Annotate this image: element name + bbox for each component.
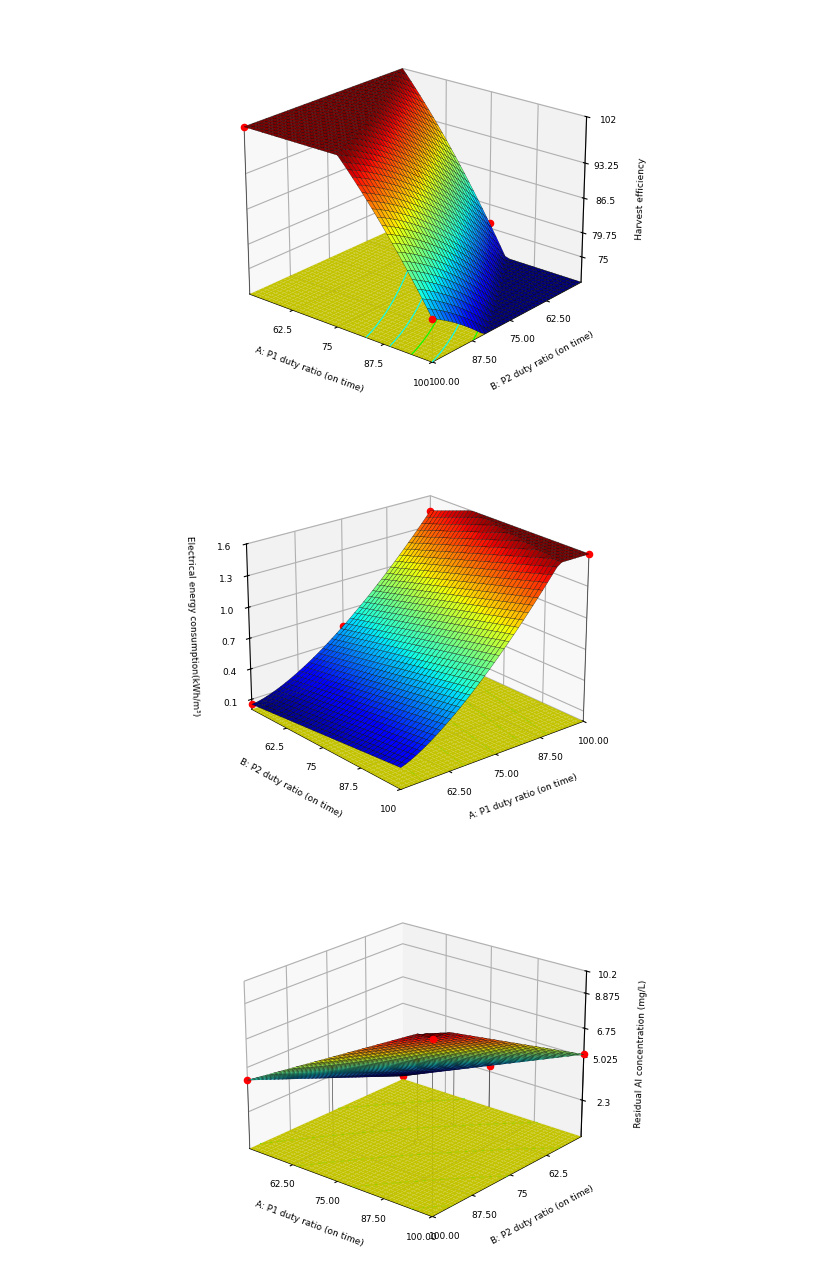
X-axis label: A: P1 duty ratio (on time): A: P1 duty ratio (on time) bbox=[254, 346, 365, 395]
Y-axis label: B: P2 duty ratio (on time): B: P2 duty ratio (on time) bbox=[491, 1184, 596, 1246]
Y-axis label: B: P2 duty ratio (on time): B: P2 duty ratio (on time) bbox=[238, 757, 343, 819]
X-axis label: A: P1 duty ratio (on time): A: P1 duty ratio (on time) bbox=[254, 1200, 365, 1249]
X-axis label: A: P1 duty ratio (on time): A: P1 duty ratio (on time) bbox=[468, 773, 579, 821]
Y-axis label: B: P2 duty ratio (on time): B: P2 duty ratio (on time) bbox=[491, 329, 596, 392]
